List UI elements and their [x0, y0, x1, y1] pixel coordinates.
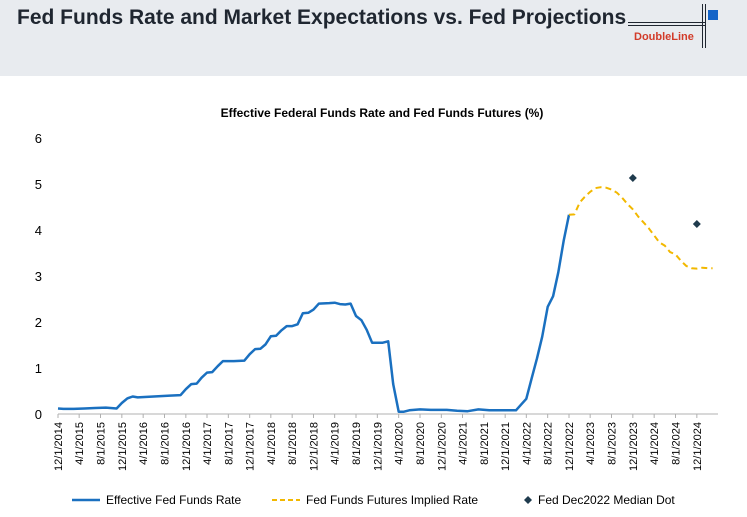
x-tick-label: 12/1/2022: [564, 422, 576, 471]
logo-rule-3: [702, 4, 703, 48]
x-tick-label: 4/1/2024: [649, 422, 661, 465]
x-tick-label: 8/1/2020: [415, 422, 427, 465]
x-tick-label: 8/1/2018: [287, 422, 299, 465]
x-tick-label: 12/1/2019: [372, 422, 384, 471]
x-tick-label: 4/1/2022: [521, 422, 533, 465]
x-tick-label: 8/1/2022: [543, 422, 555, 465]
logo-rule-4: [705, 4, 706, 48]
y-tick-label: 1: [35, 361, 42, 376]
x-tick-label: 8/1/2021: [479, 422, 491, 465]
x-tick-label: 12/1/2021: [500, 422, 512, 471]
logo-rule-1: [628, 22, 706, 23]
x-tick-label: 8/1/2017: [223, 422, 235, 465]
x-tick-label: 8/1/2015: [95, 422, 107, 465]
legend-effective-rate: Effective Fed Funds Rate: [106, 493, 242, 507]
y-tick-label: 4: [35, 223, 42, 238]
x-tick-label: 4/1/2023: [585, 422, 597, 465]
plot-area: [57, 174, 713, 413]
logo-rule-2: [628, 25, 706, 26]
x-tick-label: 12/1/2020: [436, 422, 448, 471]
x-tick-label: 4/1/2015: [74, 422, 86, 465]
y-tick-label: 3: [35, 269, 42, 284]
x-tick-label: 4/1/2019: [330, 422, 342, 465]
y-tick-label: 0: [35, 407, 42, 422]
logo-square: [708, 10, 718, 20]
logo-text: DoubleLine: [634, 31, 694, 43]
x-tick-label: 4/1/2016: [138, 422, 150, 465]
x-tick-label: 12/1/2016: [181, 422, 193, 471]
legend: Effective Fed Funds Rate Fed Funds Future…: [72, 493, 675, 507]
x-tick-label: 12/1/2014: [53, 422, 65, 471]
x-tick-label: 12/1/2017: [245, 422, 257, 471]
y-tick-label: 5: [35, 177, 42, 192]
x-tick-label: 8/1/2019: [351, 422, 363, 465]
effective-rate-line: [57, 214, 571, 413]
x-tick-label: 12/1/2015: [117, 422, 129, 471]
futures-rate-line: [568, 186, 713, 270]
x-tick-label: 8/1/2023: [606, 422, 618, 465]
header-band: Fed Funds Rate and Market Expectations v…: [0, 0, 747, 76]
page-title: Fed Funds Rate and Market Expectations v…: [17, 6, 627, 29]
legend-median-dot: Fed Dec2022 Median Dot: [538, 493, 675, 507]
y-tick-label: 2: [35, 315, 42, 330]
x-tick-label: 12/1/2023: [628, 422, 640, 471]
x-tick-label: 12/1/2018: [309, 422, 321, 471]
legend-futures-rate: Fed Funds Futures Implied Rate: [306, 493, 478, 507]
median-dot-marker: [628, 174, 637, 183]
y-tick-label: 6: [35, 131, 42, 146]
doubleline-logo: DoubleLine: [628, 4, 720, 48]
x-tick-label: 4/1/2021: [457, 422, 469, 465]
x-tick-label: 12/1/2024: [692, 422, 704, 471]
x-tick-label: 4/1/2018: [266, 422, 278, 465]
chart-title: Effective Federal Funds Rate and Fed Fun…: [221, 106, 544, 120]
x-tick-label: 8/1/2024: [671, 422, 683, 465]
y-axis: 0 1 2 3 4 5 6: [35, 131, 42, 422]
x-tick-label: 4/1/2020: [394, 422, 406, 465]
legend-marker-icon: [524, 496, 532, 504]
x-axis: 12/1/2014 4/1/2015 8/1/2015 12/1/2015 4/1/20…: [53, 413, 718, 471]
x-tick-label: 4/1/2017: [202, 422, 214, 465]
median-dot-marker: [692, 220, 701, 229]
x-tick-label: 8/1/2016: [160, 422, 172, 465]
